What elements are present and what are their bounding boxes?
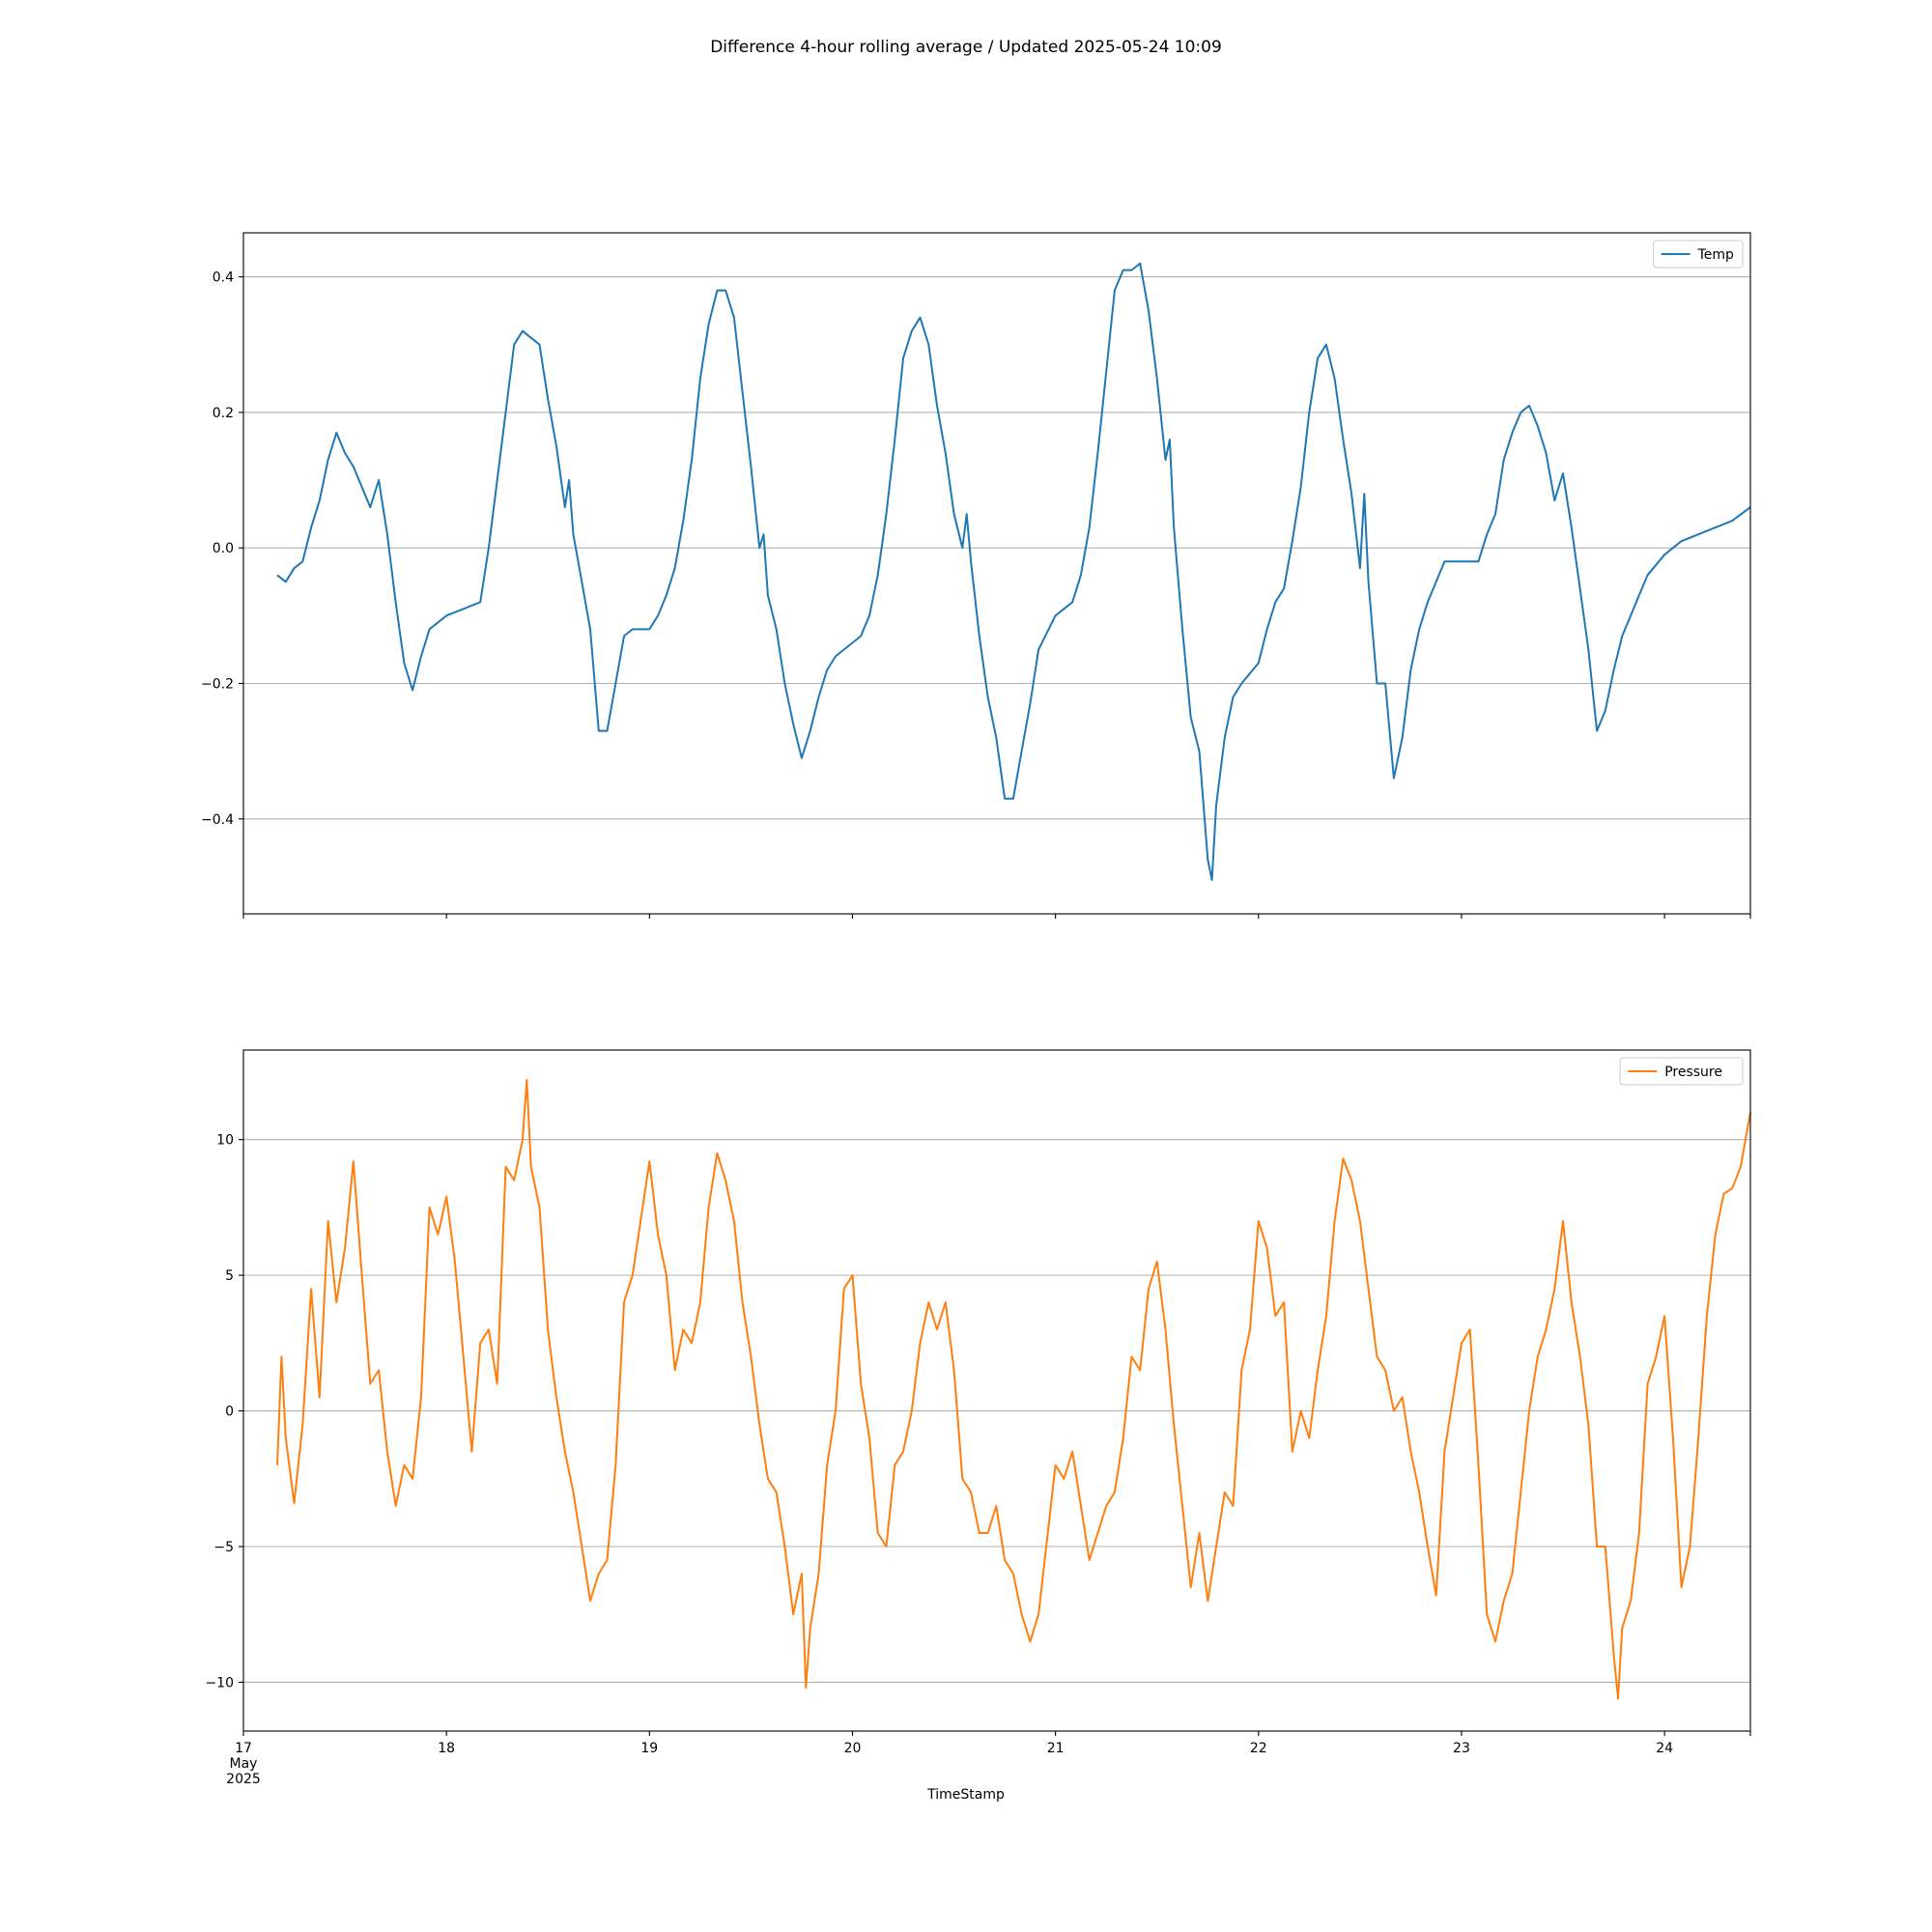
pressure-series-line <box>276 1078 1751 1700</box>
pressure-y-tick-label: −10 <box>205 1675 234 1690</box>
x-tick-label: 18 <box>438 1741 455 1756</box>
temp-legend-box <box>1653 240 1744 269</box>
pressure-y-tick-label: 0 <box>225 1405 234 1420</box>
temp-y-tick-label: −0.4 <box>201 812 234 828</box>
pressure-axes-frame <box>242 1049 1751 1732</box>
pressure-legend-box <box>1619 1057 1744 1086</box>
figure-title: Difference 4-hour rolling average / Upda… <box>710 38 1222 57</box>
temp-y-tick-label: 0.2 <box>213 406 234 421</box>
temp-y-tick-label: 0.4 <box>213 270 234 286</box>
x-tick-label: 21 <box>1047 1741 1065 1756</box>
pressure-panel: 10 5 0 −5 −10 17 May 2025 18 19 20 21 22 23 24 Pressure <box>205 1049 1751 1787</box>
pressure-legend-label: Pressure <box>1664 1065 1722 1080</box>
x-tick-label: 17 May 2025 <box>226 1741 261 1787</box>
pressure-y-tick-label: −5 <box>213 1540 234 1555</box>
temp-axes-frame <box>242 232 1751 915</box>
temp-series-line <box>276 262 1751 881</box>
x-tick-label: 19 <box>640 1741 658 1756</box>
temp-y-tick-label: 0.0 <box>213 541 234 556</box>
x-axis-title: TimeStamp <box>926 1787 1005 1803</box>
temp-legend-label: Temp <box>1697 247 1734 263</box>
x-tick-label: 20 <box>844 1741 862 1756</box>
pressure-legend: Pressure <box>1619 1057 1744 1086</box>
temp-y-tick-label: −0.2 <box>201 676 234 692</box>
temp-legend: Temp <box>1653 240 1744 269</box>
pressure-y-tick-label: 5 <box>225 1268 234 1284</box>
x-tick-label: 23 <box>1453 1741 1470 1756</box>
pressure-y-tick-label: 10 <box>216 1133 234 1149</box>
x-tick-label: 24 <box>1656 1741 1673 1756</box>
temp-panel: 0.4 0.2 0.0 −0.2 −0.4 Temp <box>201 232 1751 919</box>
x-tick-label: 22 <box>1250 1741 1267 1756</box>
